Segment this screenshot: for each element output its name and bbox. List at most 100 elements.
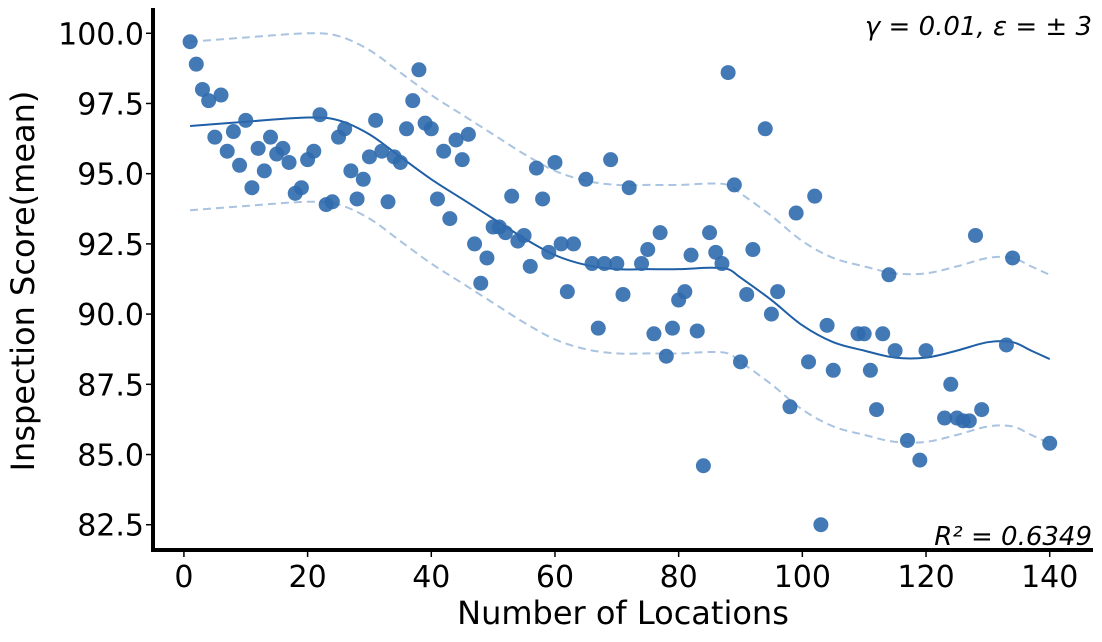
data-point	[528, 160, 544, 176]
x-tick-label: 100	[774, 560, 831, 595]
data-point	[708, 244, 724, 260]
data-point	[182, 34, 198, 50]
data-point	[399, 121, 415, 137]
data-point	[720, 65, 736, 81]
data-point	[275, 140, 291, 156]
x-axis-ticks: 0 20 40 60 80 100 120 140	[174, 550, 1078, 595]
data-point	[312, 107, 328, 123]
data-point	[640, 242, 656, 258]
data-point	[238, 112, 254, 128]
data-point	[405, 93, 421, 109]
data-point	[782, 399, 798, 415]
data-point	[213, 87, 229, 103]
data-point	[541, 244, 557, 260]
data-point	[745, 242, 761, 258]
params-annotation: γ = 0.01, ε = ± 3	[865, 12, 1092, 42]
data-point	[974, 402, 990, 418]
y-tick-label: 82.5	[77, 509, 144, 544]
data-point	[584, 256, 600, 272]
data-point	[726, 177, 742, 193]
band-upper-line	[190, 32, 1051, 276]
data-point	[553, 236, 569, 252]
data-point	[899, 432, 915, 448]
band-lower-line	[190, 200, 1051, 445]
data-point	[702, 225, 718, 241]
data-point	[194, 81, 210, 97]
y-tick-label: 100.0	[58, 17, 144, 52]
data-point	[683, 247, 699, 263]
data-point	[349, 191, 365, 207]
data-point	[535, 191, 551, 207]
data-point	[448, 132, 464, 148]
data-points	[182, 34, 1058, 533]
data-point	[244, 180, 260, 196]
data-point	[763, 306, 779, 322]
data-point	[634, 256, 650, 272]
data-point	[566, 236, 582, 252]
data-point	[739, 286, 755, 302]
x-tick-label: 140	[1021, 560, 1078, 595]
y-axis-title: Inspection Score(mean)	[4, 91, 42, 472]
data-point	[646, 326, 662, 342]
data-point	[664, 320, 680, 336]
data-point	[392, 154, 408, 170]
y-axis-ticks: 82.5 85.0 87.5 90.0 92.5 95.0 97.5 100.0	[58, 17, 153, 544]
data-point	[324, 194, 340, 210]
x-tick-label: 0	[174, 560, 193, 595]
data-point	[652, 225, 668, 241]
data-point	[875, 326, 891, 342]
data-point	[819, 317, 835, 333]
x-axis-title: Number of Locations	[457, 594, 789, 632]
data-point	[281, 154, 297, 170]
data-point	[578, 171, 594, 187]
data-point	[374, 143, 390, 159]
data-point	[225, 124, 241, 140]
data-point	[188, 56, 204, 72]
data-point	[869, 402, 885, 418]
data-point	[411, 62, 427, 78]
data-point	[658, 348, 674, 364]
data-point	[596, 256, 612, 272]
data-point	[361, 149, 377, 165]
data-point	[1005, 250, 1021, 266]
data-point	[881, 267, 897, 283]
data-point	[467, 236, 483, 252]
r-squared-annotation: R² = 0.6349	[934, 522, 1092, 552]
y-tick-label: 87.5	[77, 368, 144, 403]
data-point	[801, 354, 817, 370]
data-point	[609, 256, 625, 272]
data-point	[943, 376, 959, 392]
data-point	[306, 143, 322, 159]
data-point	[937, 410, 953, 426]
data-point	[343, 163, 359, 179]
data-point	[473, 275, 489, 291]
data-point	[998, 337, 1014, 353]
data-point	[436, 143, 452, 159]
data-point	[219, 143, 235, 159]
data-point	[547, 154, 563, 170]
x-tick-label: 80	[660, 560, 698, 595]
data-point	[677, 284, 693, 300]
data-point	[714, 256, 730, 272]
data-point	[460, 126, 476, 142]
data-point	[912, 452, 928, 468]
y-tick-label: 97.5	[77, 87, 144, 122]
epsilon-band	[190, 32, 1051, 445]
x-tick-label: 20	[289, 560, 327, 595]
data-point	[454, 152, 470, 168]
data-point	[1042, 435, 1058, 451]
data-point	[887, 343, 903, 359]
data-point	[856, 326, 872, 342]
data-point	[695, 458, 711, 474]
data-point	[862, 362, 878, 378]
data-point	[250, 140, 266, 156]
data-point	[807, 188, 823, 204]
data-point	[770, 284, 786, 300]
data-point	[479, 250, 495, 266]
data-point	[293, 180, 309, 196]
y-tick-label: 90.0	[77, 298, 144, 333]
y-tick-label: 95.0	[77, 158, 144, 193]
data-point	[337, 121, 353, 137]
data-point	[689, 323, 705, 339]
data-point	[380, 194, 396, 210]
